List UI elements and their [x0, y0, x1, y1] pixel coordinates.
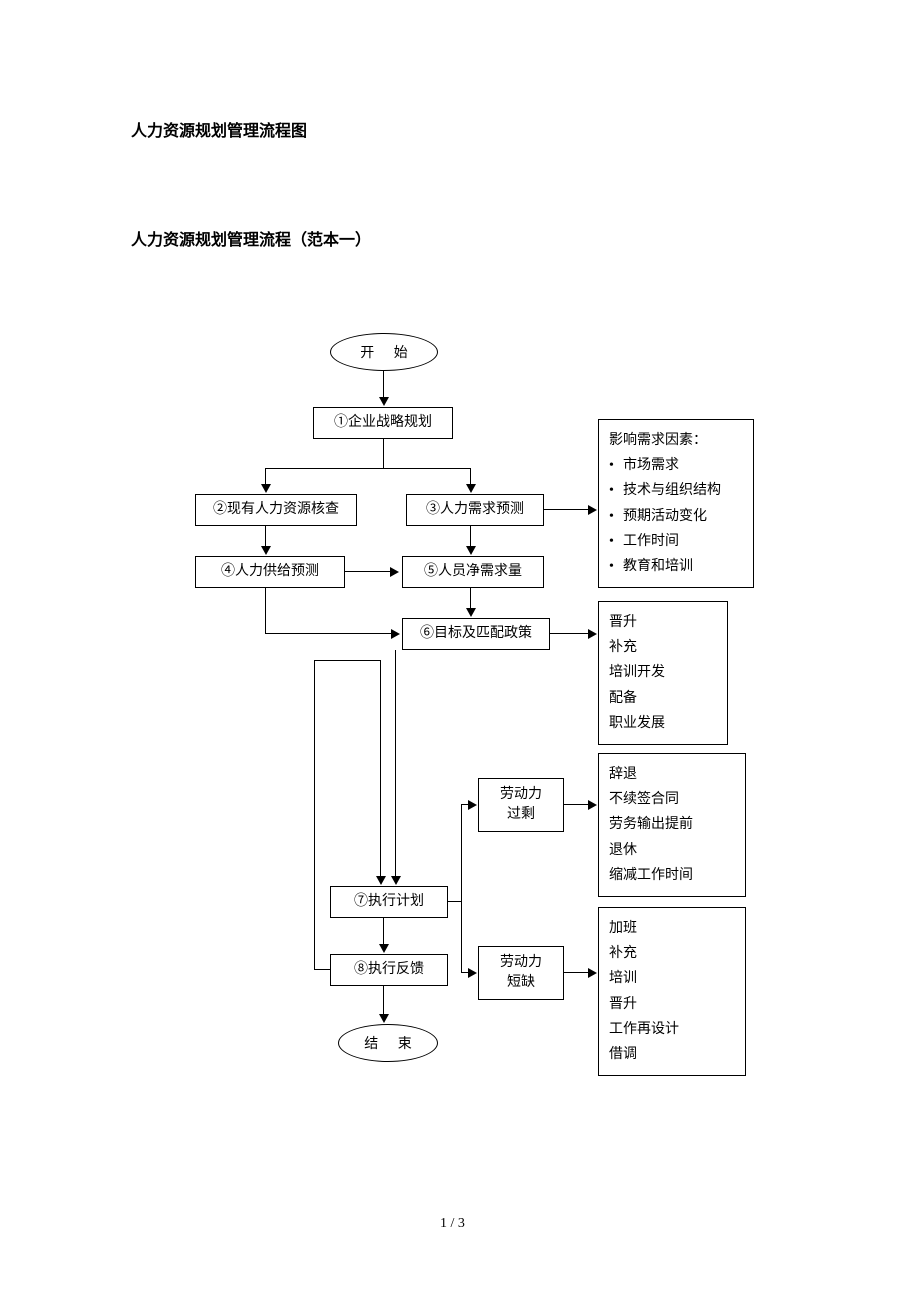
node-surplus: 劳动力 过剩	[478, 778, 564, 832]
arrowhead	[468, 800, 477, 810]
edge	[564, 804, 590, 805]
node-8: ⑧执行反馈	[330, 954, 448, 986]
arrowhead	[379, 397, 389, 406]
arrowhead	[261, 484, 271, 493]
arrowhead	[391, 629, 400, 639]
edge	[470, 588, 471, 610]
edge	[383, 918, 384, 946]
edge	[461, 804, 462, 902]
surplus-action-item: 退休	[609, 838, 735, 863]
sidebox-surplus-actions: 辞退 不续签合同 劳务输出提前 退休 缩减工作时间	[598, 753, 746, 897]
factor-item: 教育和培训	[609, 554, 743, 579]
policy-item: 补充	[609, 635, 717, 660]
sidebox-shortage-actions: 加班 补充 培训 晋升 工作再设计 借调	[598, 907, 746, 1076]
arrowhead	[390, 567, 399, 577]
edge	[564, 972, 590, 973]
arrowhead	[466, 546, 476, 555]
node-start: 开 始	[330, 333, 438, 371]
node-2: ②现有人力资源核查	[195, 494, 357, 526]
edge	[265, 633, 393, 634]
arrowhead	[588, 800, 597, 810]
policy-item: 培训开发	[609, 660, 717, 685]
factors-title: 影响需求因素：	[609, 428, 743, 453]
shortage-action-item: 工作再设计	[609, 1017, 735, 1042]
surplus-action-item: 不续签合同	[609, 787, 735, 812]
factor-item: 技术与组织结构	[609, 478, 743, 503]
arrowhead	[261, 546, 271, 555]
edge	[461, 901, 462, 973]
edge	[448, 901, 462, 902]
surplus-line1: 劳动力	[500, 785, 542, 805]
edge	[265, 588, 266, 634]
document-page: 人力资源规划管理流程图 人力资源规划管理流程（范本一） 开 始 ①企业战略规划 …	[0, 0, 920, 1302]
surplus-line2: 过剩	[507, 805, 535, 825]
surplus-action-item: 劳务输出提前	[609, 812, 735, 837]
node-6: ⑥目标及匹配政策	[402, 618, 550, 650]
shortage-action-item: 补充	[609, 941, 735, 966]
shortage-action-item: 晋升	[609, 992, 735, 1017]
node-end: 结 束	[338, 1024, 438, 1062]
edge	[395, 650, 396, 878]
node-3: ③人力需求预测	[406, 494, 544, 526]
edge	[383, 986, 384, 1016]
edge	[314, 660, 315, 970]
shortage-line2: 短缺	[507, 973, 535, 993]
arrowhead	[466, 484, 476, 493]
edge	[345, 571, 392, 572]
title-main: 人力资源规划管理流程图	[131, 117, 307, 141]
arrowhead	[468, 968, 477, 978]
factor-item: 工作时间	[609, 529, 743, 554]
edge	[265, 526, 266, 548]
surplus-action-item: 辞退	[609, 762, 735, 787]
surplus-action-item: 缩减工作时间	[609, 863, 735, 888]
edge	[314, 969, 330, 970]
shortage-line1: 劳动力	[500, 953, 542, 973]
edge	[265, 468, 471, 469]
arrowhead	[588, 629, 597, 639]
arrowhead	[379, 944, 389, 953]
factor-item: 市场需求	[609, 453, 743, 478]
sidebox-factors: 影响需求因素： 市场需求 技术与组织结构 预期活动变化 工作时间 教育和培训	[598, 419, 754, 588]
arrowhead	[588, 505, 597, 515]
shortage-action-item: 借调	[609, 1042, 735, 1067]
arrowhead	[466, 608, 476, 617]
arrowhead	[379, 1014, 389, 1023]
policy-item: 配备	[609, 686, 717, 711]
edge	[383, 439, 384, 469]
edge	[550, 633, 590, 634]
page-number: 1 / 3	[440, 1216, 465, 1232]
sidebox-policy: 晋升 补充 培训开发 配备 职业发展	[598, 601, 728, 745]
title-subsection: 人力资源规划管理流程（范本一）	[131, 226, 371, 250]
shortage-action-item: 加班	[609, 916, 735, 941]
shortage-action-item: 培训	[609, 966, 735, 991]
arrowhead	[588, 968, 597, 978]
node-4: ④人力供给预测	[195, 556, 345, 588]
edge	[383, 371, 384, 399]
edge	[544, 509, 590, 510]
arrowhead	[376, 876, 386, 885]
node-7: ⑦执行计划	[330, 886, 448, 918]
edge	[470, 526, 471, 548]
edge	[314, 660, 380, 661]
policy-item: 职业发展	[609, 711, 717, 736]
node-5: ⑤人员净需求量	[402, 556, 544, 588]
edge	[380, 660, 381, 878]
factor-item: 预期活动变化	[609, 504, 743, 529]
node-1: ①企业战略规划	[313, 407, 453, 439]
arrowhead	[391, 876, 401, 885]
node-shortage: 劳动力 短缺	[478, 946, 564, 1000]
policy-item: 晋升	[609, 610, 717, 635]
